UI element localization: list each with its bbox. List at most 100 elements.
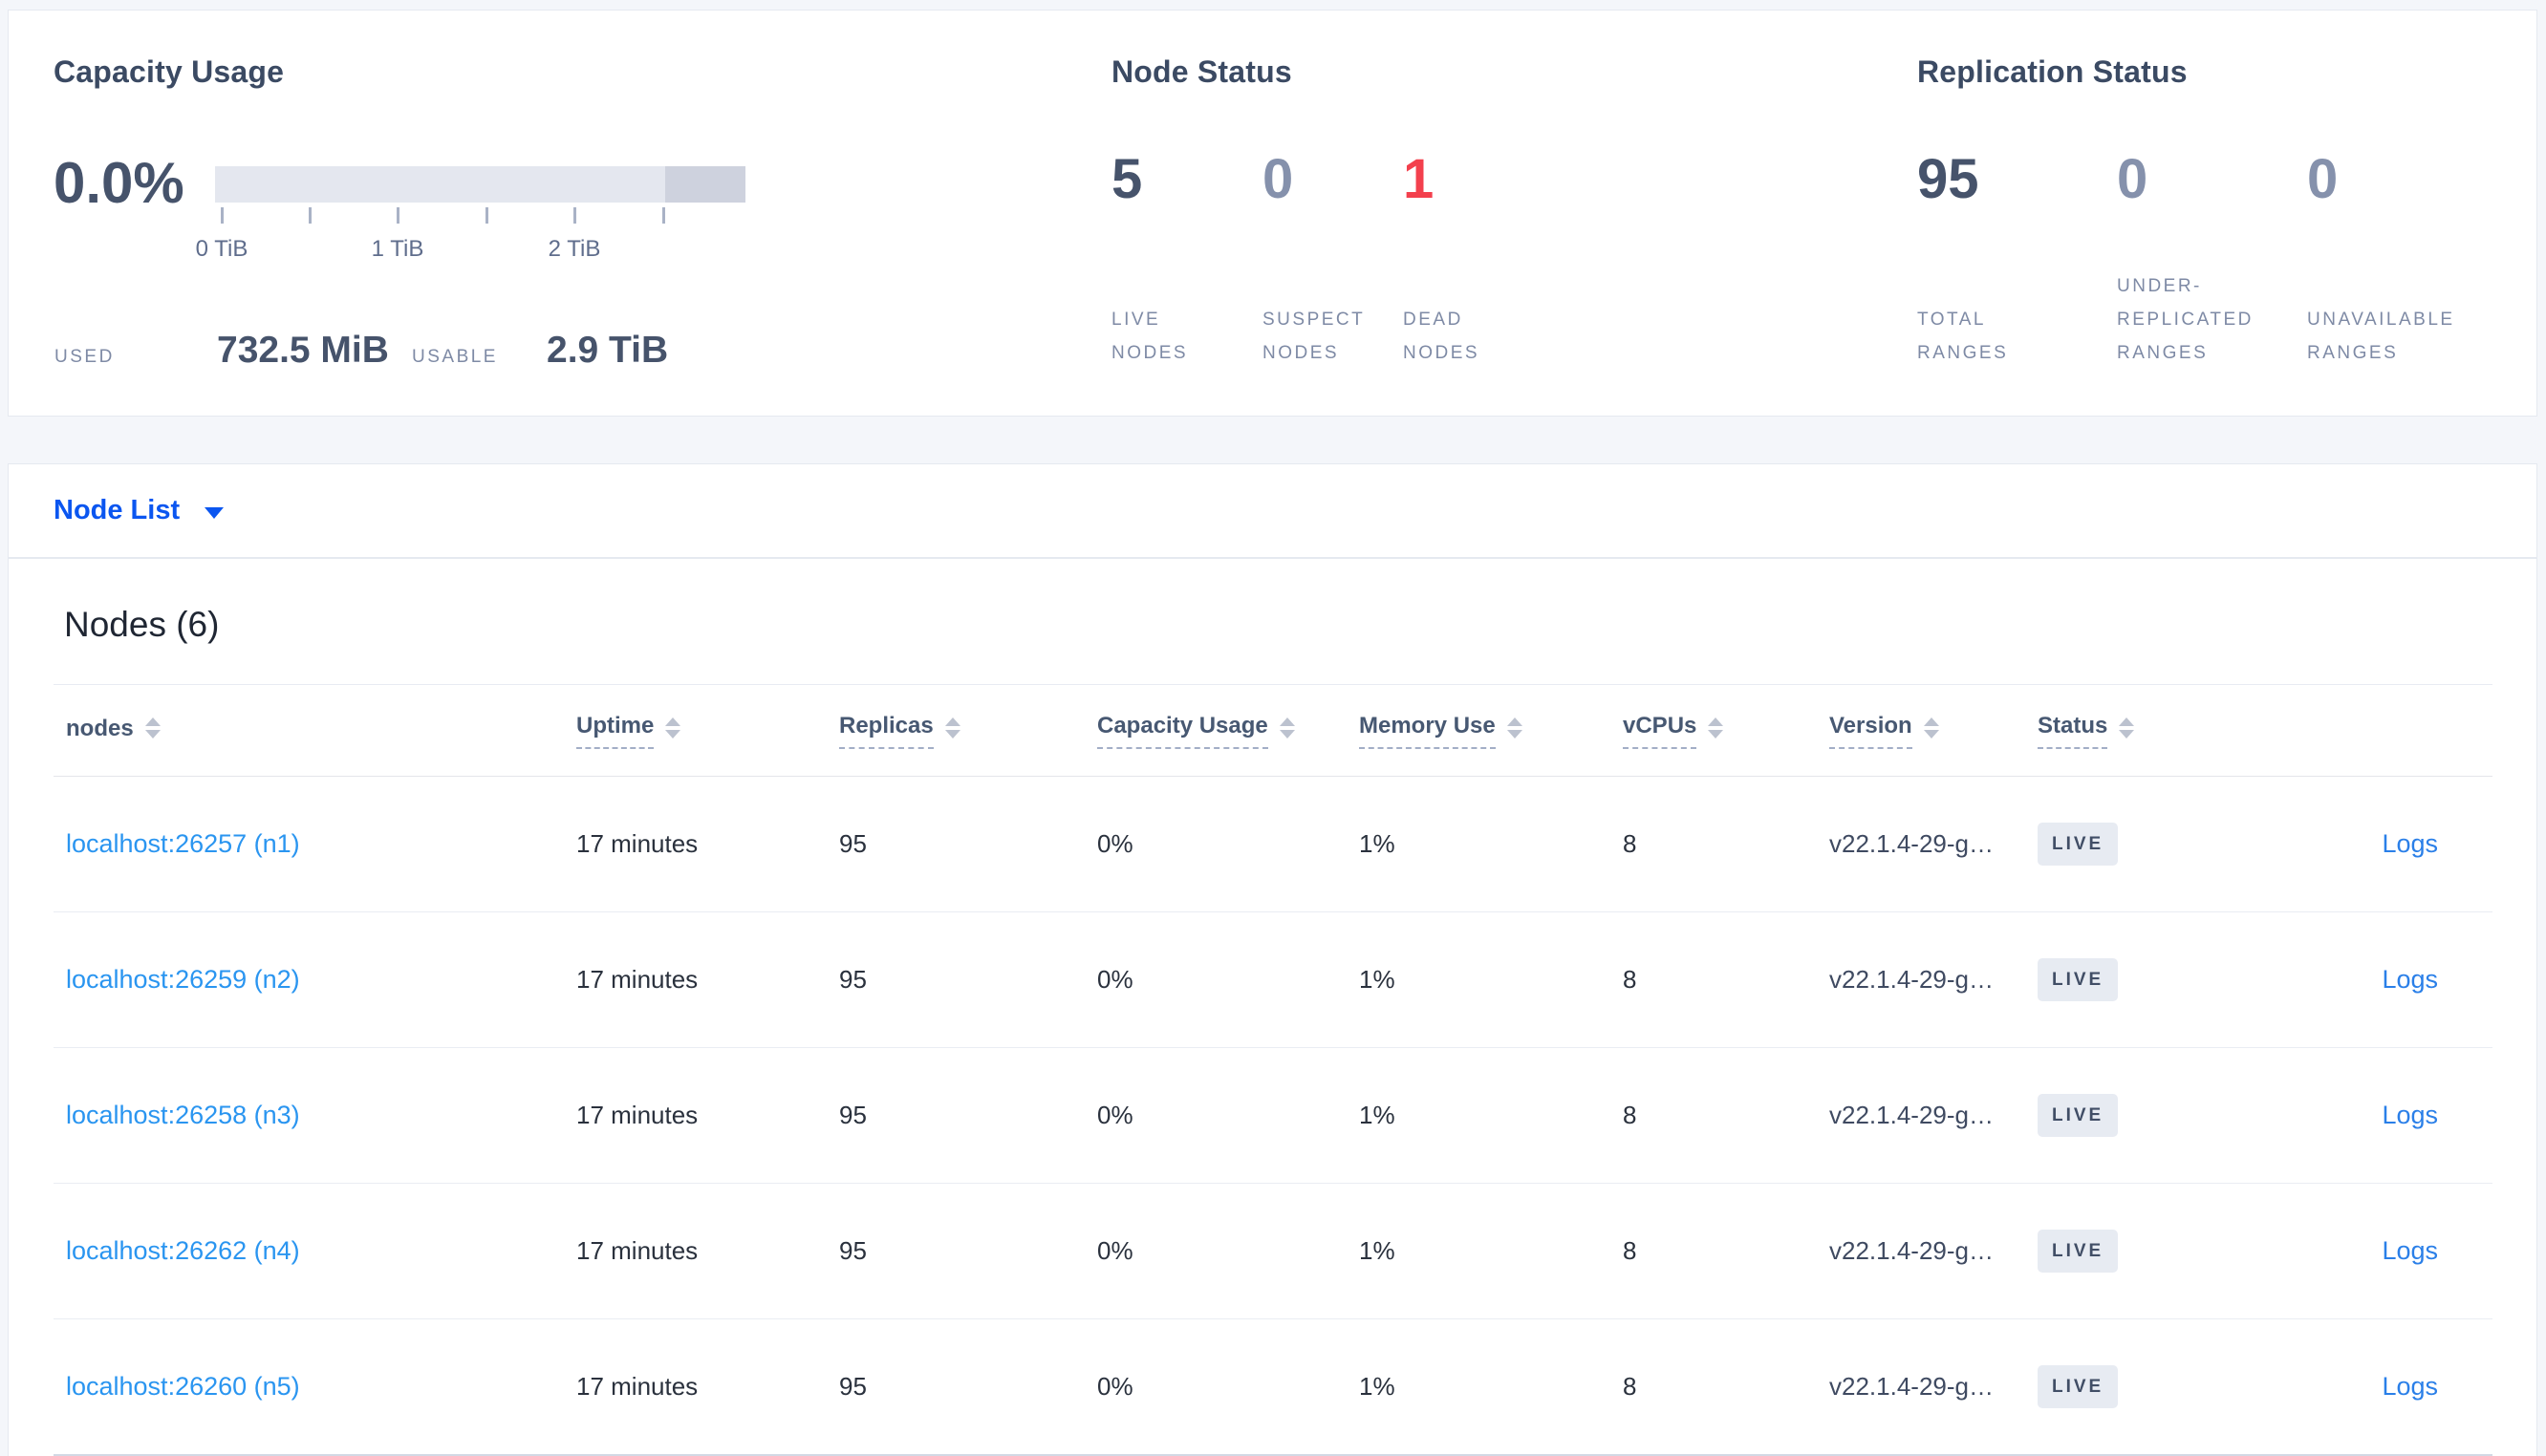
status-cell: LIVE (2038, 958, 2254, 1001)
table-row: localhost:26260 (n5) 17 minutes 95 0% 1% 8 v22… (54, 1319, 2492, 1456)
node-list-dropdown[interactable]: Node List (54, 464, 225, 557)
logs-cell: Logs (2382, 1236, 2492, 1266)
column-header-replicas[interactable]: Replicas (839, 713, 1097, 749)
summary-stat: 0 SUSPECT NODES (1262, 152, 1403, 370)
logs-link[interactable]: Logs (2382, 1372, 2438, 1401)
column-header-version[interactable]: Version (1829, 713, 2038, 749)
column-header-vcpus[interactable]: vCPUs (1623, 713, 1829, 749)
uptime-cell: 17 minutes (576, 1236, 699, 1265)
chevron-down-icon (205, 506, 225, 519)
capacity-cell: 0% (1097, 1372, 1133, 1401)
node-cell: localhost:26257 (n1) (54, 829, 576, 859)
sort-icon (944, 717, 960, 739)
column-header-uptime[interactable]: Uptime (576, 713, 839, 749)
uptime-cell: 17 minutes (576, 965, 699, 994)
capacity-card-title: Capacity Usage (54, 54, 285, 89)
capacity-axis-tick-label: 2 TiB (548, 236, 601, 262)
status-cell: LIVE (2038, 823, 2254, 866)
nodes-table-title: Nodes (6) (64, 605, 220, 644)
column-header-memory[interactable]: Memory Use (1359, 713, 1623, 749)
summary-stat: 0 UNAVAILABLE RANGES (2307, 152, 2517, 370)
uptime-cell: 17 minutes (576, 829, 699, 858)
logs-link[interactable]: Logs (2382, 965, 2438, 994)
column-header-label: Capacity Usage (1097, 713, 1268, 749)
node-link[interactable]: localhost:26260 (n5) (66, 1372, 300, 1401)
node-status-stats: 5 LIVE NODES 0 SUSPECT NODES 1 DEAD NODES (1111, 152, 1575, 370)
memory-cell: 1% (1359, 1372, 1395, 1401)
node-cell: localhost:26258 (n3) (54, 1101, 576, 1130)
table-body: localhost:26257 (n1) 17 minutes 95 0% 1% 8 v22… (54, 777, 2492, 1456)
capacity-axis-tick (662, 207, 665, 224)
table-row: localhost:26259 (n2) 17 minutes 95 0% 1% 8 v22… (54, 912, 2492, 1048)
capacity-cell: 0% (1097, 1101, 1133, 1129)
memory-cell: 1% (1359, 1101, 1395, 1129)
sort-icon (1708, 717, 1724, 739)
logs-cell: Logs (2382, 1101, 2492, 1130)
status-badge: LIVE (2038, 1365, 2119, 1408)
logs-link[interactable]: Logs (2382, 1236, 2438, 1265)
used-label: USED (54, 347, 115, 367)
capacity-cell: 0% (1097, 965, 1133, 994)
column-header-label: Memory Use (1359, 713, 1496, 749)
stat-label: SUSPECT NODES (1262, 309, 1365, 363)
node-link[interactable]: localhost:26262 (n4) (66, 1236, 300, 1265)
version-cell: v22.1.4-29-g… (1829, 1236, 1994, 1265)
node-status-card-title: Node Status (1111, 54, 1292, 89)
sort-icon (2119, 717, 2135, 739)
capacity-axis-tick-label: 0 TiB (195, 236, 248, 262)
version-cell: v22.1.4-29-g… (1829, 829, 1994, 858)
column-header-label: Replicas (839, 713, 934, 749)
node-cell: localhost:26260 (n5) (54, 1372, 576, 1402)
replication-status-card: Replication Status 95 TOTAL RANGES 0 UNDER-… (1917, 11, 2529, 416)
node-cell: localhost:26259 (n2) (54, 965, 576, 995)
stat-value: 95 (1917, 148, 1979, 210)
capacity-percent-value: 0.0% (54, 151, 184, 215)
cluster-summary-panel: Capacity Usage 0.0% 0 TiB 1 TiB 2 TiB USED… (8, 10, 2537, 417)
column-header-node[interactable]: nodes (54, 716, 576, 746)
column-header-label: nodes (66, 715, 134, 741)
status-cell: LIVE (2038, 1365, 2254, 1408)
column-header-label: Version (1829, 713, 1912, 749)
replicas-cell: 95 (839, 965, 867, 994)
stat-label: DEAD NODES (1403, 309, 1480, 363)
version-cell: v22.1.4-29-g… (1829, 1372, 1994, 1401)
node-link[interactable]: localhost:26258 (n3) (66, 1101, 300, 1129)
table-row: localhost:26262 (n4) 17 minutes 95 0% 1% 8 v22… (54, 1184, 2492, 1319)
capacity-bar-nonusable-segment (665, 166, 745, 203)
replication-card-title: Replication Status (1917, 54, 2188, 89)
memory-cell: 1% (1359, 1236, 1395, 1265)
used-value: 732.5 MiB (217, 330, 389, 371)
vcpus-cell: 8 (1623, 1372, 1637, 1401)
stat-value: 0 (1262, 148, 1294, 210)
stat-label: LIVE NODES (1111, 309, 1189, 363)
column-header-status[interactable]: Status (2038, 713, 2254, 749)
stat-value: 0 (2117, 148, 2148, 210)
nodes-table-panel: Nodes (6) nodes Uptime Replicas Capacity Us… (8, 558, 2537, 1456)
node-link[interactable]: localhost:26257 (n1) (66, 829, 300, 858)
memory-cell: 1% (1359, 829, 1395, 858)
replicas-cell: 95 (839, 1236, 867, 1265)
vcpus-cell: 8 (1623, 1101, 1637, 1129)
nodes-table: nodes Uptime Replicas Capacity Usage Memory … (54, 684, 2492, 1456)
column-header-label: Uptime (576, 713, 655, 749)
logs-link[interactable]: Logs (2382, 1101, 2438, 1129)
logs-cell: Logs (2382, 829, 2492, 859)
vcpus-cell: 8 (1623, 965, 1637, 994)
memory-cell: 1% (1359, 965, 1395, 994)
column-header-capacity[interactable]: Capacity Usage (1097, 713, 1359, 749)
table-header-row: nodes Uptime Replicas Capacity Usage Memory … (54, 685, 2492, 777)
sort-icon (1506, 717, 1522, 739)
logs-link[interactable]: Logs (2382, 829, 2438, 858)
capacity-usage-bar (215, 166, 745, 203)
table-row: localhost:26257 (n1) 17 minutes 95 0% 1% 8 v22… (54, 777, 2492, 912)
node-link[interactable]: localhost:26259 (n2) (66, 965, 300, 994)
capacity-axis-tick (397, 207, 399, 224)
status-badge: LIVE (2038, 958, 2119, 1001)
node-cell: localhost:26262 (n4) (54, 1236, 576, 1266)
capacity-axis-tick (573, 207, 576, 224)
status-badge: LIVE (2038, 1094, 2119, 1137)
summary-stat: 95 TOTAL RANGES (1917, 152, 2117, 370)
usable-label: USABLE (412, 347, 498, 367)
status-cell: LIVE (2038, 1094, 2254, 1137)
